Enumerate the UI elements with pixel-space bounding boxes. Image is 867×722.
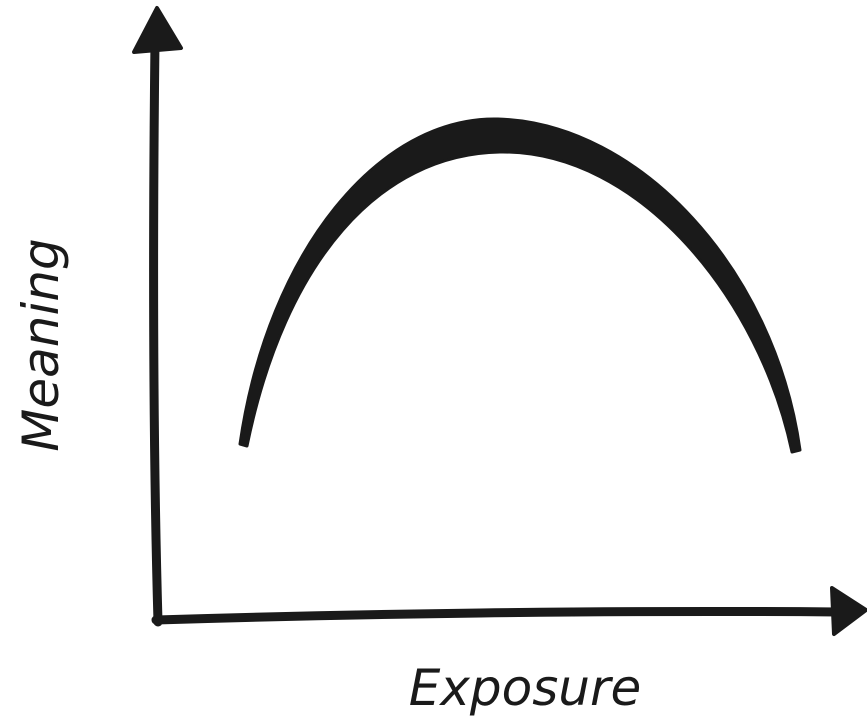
y-axis-arrow — [132, 6, 183, 54]
x-axis — [151, 606, 843, 625]
x-axis-label: Exposure — [409, 659, 642, 717]
curve — [238, 117, 802, 454]
x-axis-arrow — [830, 586, 867, 636]
y-axis-label: Meaning — [12, 238, 70, 452]
y-axis — [149, 35, 163, 627]
